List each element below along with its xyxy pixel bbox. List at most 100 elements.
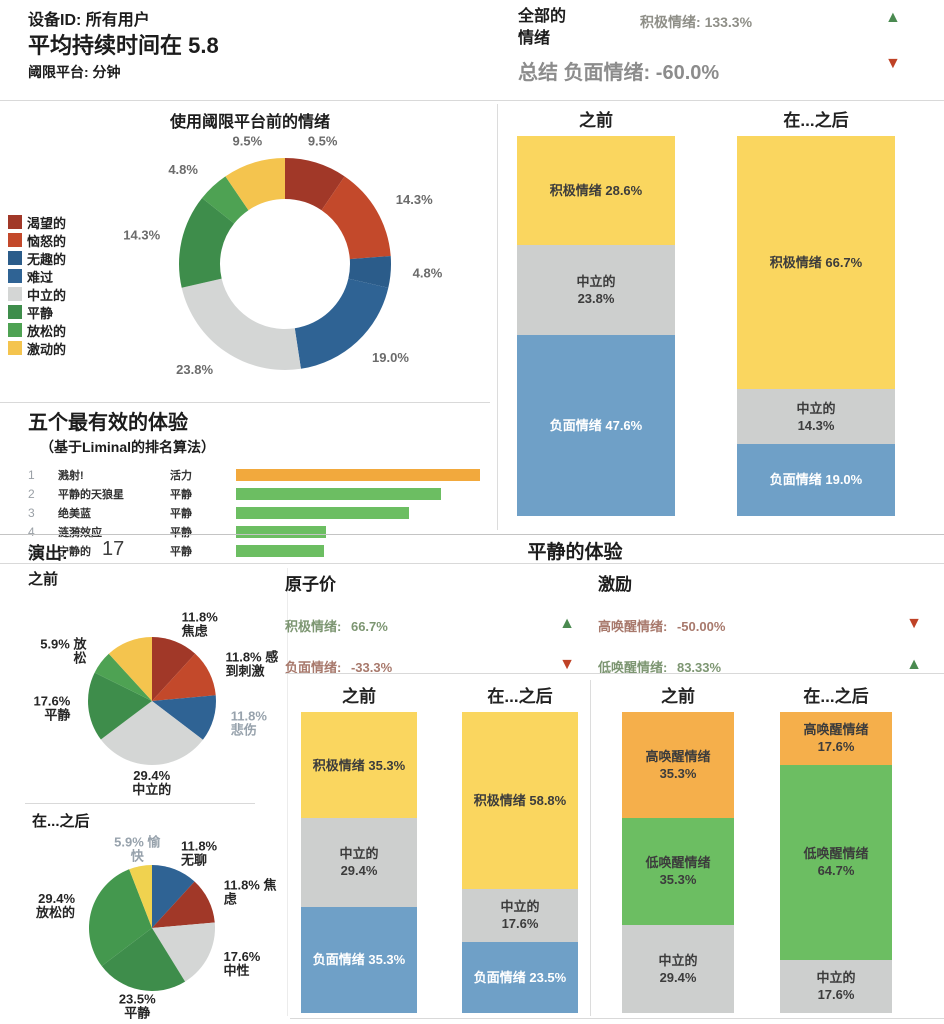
- sessions-label: 演出:: [28, 544, 68, 563]
- bar-segment-label: 23.8%: [577, 290, 615, 306]
- legend-swatch: [8, 251, 22, 265]
- slice-label: 9.5%: [308, 134, 338, 149]
- donut-slice: [294, 278, 389, 369]
- legend-label: 无趣的: [27, 251, 67, 267]
- trend-up-icon: ▲: [906, 656, 922, 673]
- overall-label-line2: 情绪: [518, 30, 551, 47]
- stacked-bar: 高唤醒情绪 35.3% 低唤醒情绪 35.3% 中立的 29.4%: [622, 712, 734, 1013]
- kpi-value: 83.33%: [676, 660, 722, 675]
- donut-chart-title: 使用阈限平台前的情绪: [169, 114, 330, 131]
- bar-segment-label: 负面情绪 35.3%: [312, 952, 406, 968]
- divider: [25, 803, 255, 804]
- bar-segment: 低唤醒情绪 35.3%: [622, 818, 734, 925]
- valence-before-after-chart: 之前 积极情绪 35.3% 中立的 29.4% 负面情绪 35.3% 在...之后 积极情绪…: [301, 682, 578, 1013]
- stacked-bar: 积极情绪 28.6% 中立的 23.8% 负面情绪 47.6%: [517, 136, 675, 516]
- slice-label: 29.4%中立的: [132, 768, 171, 797]
- kpi-label: 低唤醒情绪:: [598, 660, 668, 675]
- bar-segment-label: 中立的: [816, 970, 856, 986]
- bar-segment-label: 积极情绪 35.3%: [312, 757, 406, 773]
- legend-item: 中立的: [8, 285, 66, 303]
- legend-label: 难过: [27, 269, 54, 285]
- legend-swatch: [8, 341, 22, 355]
- bar-segment: 负面情绪 35.3%: [301, 906, 417, 1013]
- bar-column: 之前高唤醒情绪 35.3% 低唤醒情绪 35.3% 中立的 29.4%: [622, 682, 734, 1013]
- slice-label: 14.3%: [396, 192, 433, 207]
- donut-slice: [225, 158, 285, 211]
- negative-trend-down-icon: ▼: [885, 55, 901, 72]
- bar-segment-label: 积极情绪 66.7%: [769, 255, 863, 271]
- overall-negative-kpi: 总结 负面情绪: -60.0%: [518, 56, 918, 85]
- bar-column-label: 之前: [342, 687, 376, 706]
- bar-segment: 高唤醒情绪 17.6%: [780, 712, 892, 765]
- donut-legend: 渴望的 恼怒的 无趣的 难过 中立的 平静 放松的 激动的: [8, 213, 66, 357]
- bar-segment-label: 29.4%: [659, 969, 697, 985]
- bar-segment-label: 负面情绪 23.5%: [473, 969, 567, 985]
- bar-segment-label: 中立的: [576, 273, 616, 289]
- experience-row: 3 绝美蓝 平静: [28, 505, 480, 521]
- arousal-before-after-chart: 之前 高唤醒情绪 35.3% 低唤醒情绪 35.3% 中立的 29.4% 在...之后 高唤…: [622, 682, 892, 1013]
- donut-slice: [202, 176, 249, 224]
- experience-bar-track: [236, 488, 480, 500]
- bar-segment-label: 低唤醒情绪 35.3%: [645, 855, 711, 888]
- experience-row: 4 涟漪效应 平静: [28, 524, 480, 540]
- legend-item: 难过: [8, 267, 66, 285]
- experience-row: 2 平静的天狼星 平静: [28, 486, 480, 502]
- divider: [0, 402, 490, 403]
- kpi-label: 高唤醒情绪:: [598, 619, 668, 634]
- pie-slice: [94, 653, 152, 701]
- kpi-label: 积极情绪:: [285, 619, 342, 634]
- overall-positive-kpi: 积极情绪: 133.3%: [640, 12, 752, 32]
- overall-label-line1: 全部的: [518, 8, 567, 25]
- sessions-value: 17: [102, 538, 125, 560]
- arousal-title: 激励: [598, 575, 632, 594]
- experience-bar: [236, 469, 480, 481]
- donut-slice: [348, 256, 391, 288]
- experience-name: 绝美蓝: [58, 508, 91, 520]
- bar-segment: 中立的 29.4%: [301, 818, 417, 907]
- arousal-section: 激励 高唤醒情绪: -50.00% ▼ 低唤醒情绪: 83.33% ▲: [598, 570, 928, 677]
- legend-label: 恼怒的: [27, 233, 67, 249]
- donut-slice: [321, 176, 391, 260]
- stacked-bar: 积极情绪 58.8% 中立的 17.6% 负面情绪 23.5%: [462, 712, 578, 1013]
- stacked-bar: 积极情绪 35.3% 中立的 29.4% 负面情绪 35.3%: [301, 712, 417, 1013]
- pie-after-label: 在...之后: [32, 813, 90, 830]
- legend-swatch: [8, 305, 22, 319]
- experience-category: 平静: [170, 489, 192, 501]
- bar-segment: 高唤醒情绪 35.3%: [622, 712, 734, 819]
- bar-segment-label: 14.3%: [797, 417, 835, 433]
- slice-label: 17.6%中性: [224, 949, 261, 978]
- kpi-label: 负面情绪:: [285, 660, 342, 675]
- bar-segment-label: 中立的: [658, 952, 698, 968]
- bar-segment-label: 积极情绪 58.8%: [473, 792, 567, 808]
- bar-segment: 积极情绪 35.3%: [301, 712, 417, 819]
- slice-label: 5.9% 放松: [40, 637, 87, 666]
- donut-slice: [181, 278, 301, 370]
- legend-label: 渴望的: [27, 215, 67, 231]
- legend-label: 放松的: [27, 323, 67, 339]
- divider: [0, 563, 944, 564]
- bar-segment-label: 负面情绪 19.0%: [769, 472, 863, 488]
- slice-label: 11.8% 感到刺激: [225, 650, 278, 679]
- bar-segment: 负面情绪 47.6%: [517, 335, 675, 516]
- slice-label: 23.5%平静: [119, 992, 156, 1021]
- slice-label: 11.8% 焦虑: [224, 878, 277, 907]
- negative-kpi-value: -60.0%: [655, 62, 720, 84]
- experience-rank: 5: [28, 544, 35, 558]
- experience-bar-track: [236, 507, 480, 519]
- legend-swatch: [8, 287, 22, 301]
- bar-column-label: 之前: [661, 687, 695, 706]
- valence-section: 原子价 积极情绪: 66.7% ▲ 负面情绪: -33.3% ▼: [285, 570, 585, 677]
- legend-item: 平静: [8, 303, 66, 321]
- experience-bar-track: [236, 545, 480, 557]
- slice-label: 29.4%放松的: [35, 891, 75, 920]
- positive-kpi-value: 133.3%: [704, 14, 753, 30]
- pie-before-label: 之前: [28, 571, 59, 588]
- experience-bar: [236, 545, 324, 557]
- bar-segment-label: 17.6%: [501, 916, 539, 932]
- bar-segment-label: 17.6%: [817, 987, 855, 1003]
- calm-experience-title: 平静的体验: [527, 542, 623, 563]
- experience-name: 平静的天狼星: [58, 489, 124, 501]
- valence-title: 原子价: [285, 575, 336, 594]
